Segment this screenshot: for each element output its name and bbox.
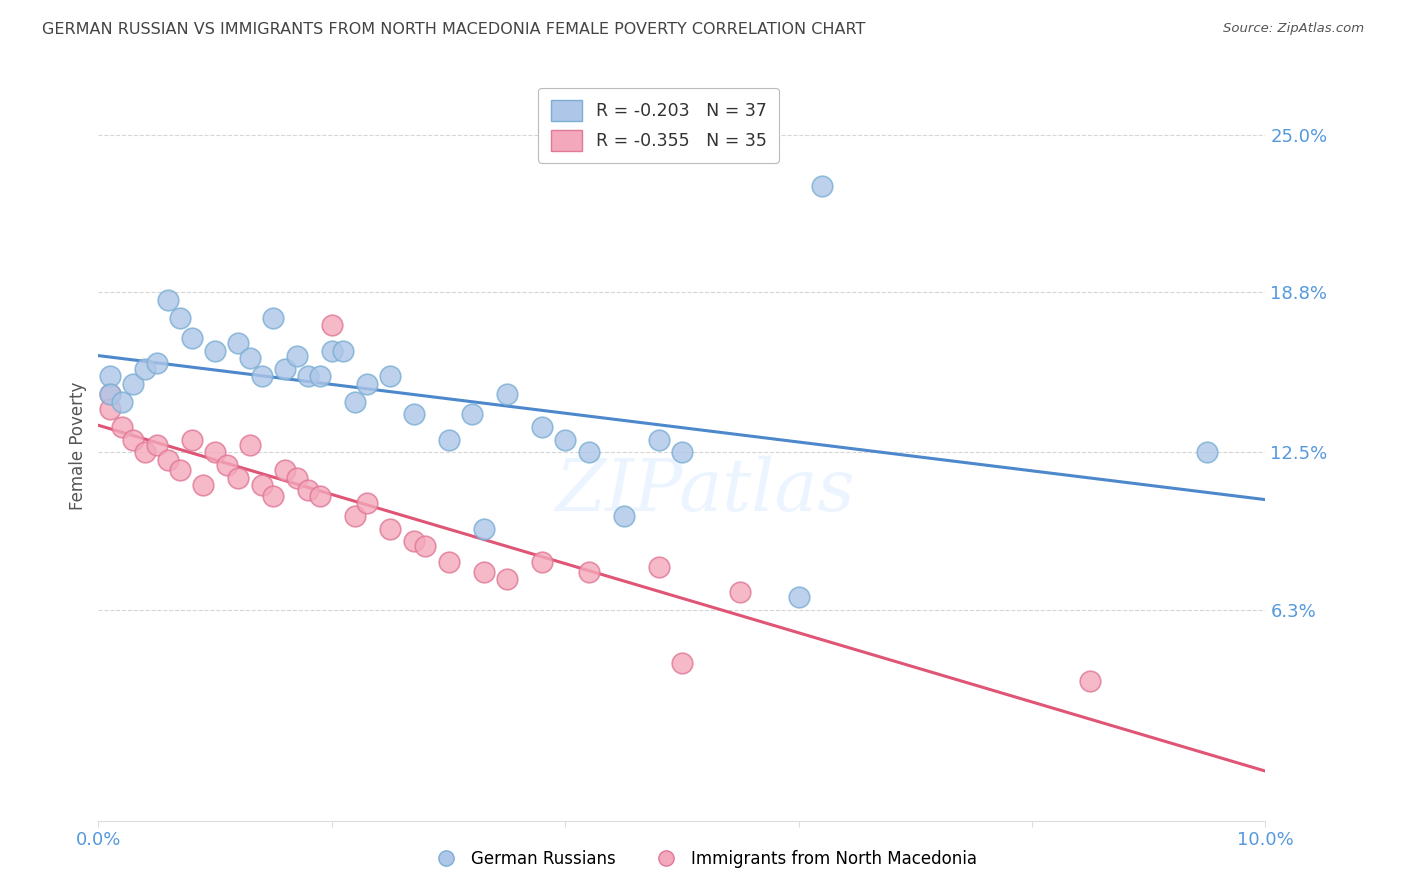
Point [811, 178, 834, 193]
Point [180, 433, 202, 447]
Point [496, 387, 519, 401]
Point [250, 478, 273, 492]
Point [332, 343, 354, 358]
Point [413, 539, 436, 553]
Point [356, 496, 378, 510]
Point [215, 458, 238, 472]
Point [309, 369, 332, 384]
Point [146, 356, 169, 370]
Point [146, 438, 169, 452]
Point [228, 471, 250, 485]
Point [402, 407, 425, 421]
Legend: German Russians, Immigrants from North Macedonia: German Russians, Immigrants from North M… [423, 844, 983, 875]
Point [1080, 673, 1102, 688]
Point [274, 361, 297, 376]
Point [380, 522, 402, 536]
Point [122, 433, 145, 447]
Point [612, 508, 634, 523]
Point [461, 407, 484, 421]
Point [239, 351, 262, 366]
Point [309, 489, 332, 503]
Point [228, 336, 250, 351]
Point [285, 471, 308, 485]
Point [204, 445, 226, 459]
Point [437, 433, 460, 447]
Point [437, 555, 460, 569]
Point [578, 445, 600, 459]
Point [554, 433, 576, 447]
Point [239, 438, 262, 452]
Point [730, 585, 752, 599]
Legend: R = -0.203   N = 37, R = -0.355   N = 35: R = -0.203 N = 37, R = -0.355 N = 35 [538, 87, 779, 163]
Point [472, 565, 495, 579]
Point [578, 565, 600, 579]
Point [472, 522, 495, 536]
Point [122, 376, 145, 391]
Text: Source: ZipAtlas.com: Source: ZipAtlas.com [1223, 22, 1364, 36]
Point [169, 310, 191, 325]
Point [344, 508, 367, 523]
Point [356, 376, 378, 391]
Point [98, 369, 121, 384]
Point [647, 433, 669, 447]
Point [169, 463, 191, 477]
Point [98, 387, 121, 401]
Point [180, 331, 202, 345]
Y-axis label: Female Poverty: Female Poverty [69, 382, 87, 510]
Point [297, 483, 319, 498]
Point [98, 402, 121, 417]
Point [157, 453, 180, 467]
Point [274, 463, 297, 477]
Point [262, 489, 284, 503]
Point [647, 559, 669, 574]
Point [321, 343, 343, 358]
Point [134, 445, 156, 459]
Point [297, 369, 319, 384]
Point [321, 318, 343, 333]
Point [787, 590, 810, 604]
Point [530, 555, 553, 569]
Point [262, 310, 284, 325]
Point [530, 420, 553, 434]
Point [134, 361, 156, 376]
Text: ZIPatlas: ZIPatlas [555, 456, 855, 526]
Point [344, 394, 367, 409]
Point [157, 293, 180, 307]
Point [496, 572, 519, 586]
Point [671, 445, 693, 459]
Point [193, 478, 215, 492]
Point [98, 387, 121, 401]
Text: GERMAN RUSSIAN VS IMMIGRANTS FROM NORTH MACEDONIA FEMALE POVERTY CORRELATION CHA: GERMAN RUSSIAN VS IMMIGRANTS FROM NORTH … [42, 22, 866, 37]
Point [204, 343, 226, 358]
Point [671, 656, 693, 670]
Point [250, 369, 273, 384]
Point [285, 349, 308, 363]
Point [380, 369, 402, 384]
Point [1195, 445, 1218, 459]
Point [402, 534, 425, 549]
Point [111, 394, 134, 409]
Point [111, 420, 134, 434]
